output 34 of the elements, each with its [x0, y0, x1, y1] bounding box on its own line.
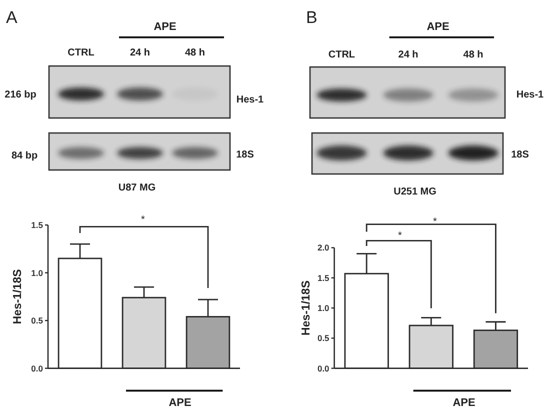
text: 48 h — [463, 50, 484, 60]
text: * — [398, 230, 402, 242]
text: APE — [452, 397, 476, 409]
chart-title: A — [6, 8, 18, 27]
text: 24 h — [398, 50, 418, 60]
y-tick-label: 1.5 — [31, 220, 44, 230]
y-tick-label: 0.0 — [317, 363, 330, 374]
text: 216 bp — [4, 90, 36, 100]
text: 84 bp — [11, 150, 38, 162]
text: 18S — [236, 150, 254, 160]
y-axis-title: Hes-1/18S — [12, 268, 24, 324]
text: APE — [168, 397, 192, 409]
text: CTRL — [328, 50, 356, 60]
annotation: * — [141, 214, 146, 226]
text: APE — [426, 21, 450, 33]
y-tick-label: 0.5 — [31, 316, 44, 326]
y-tick-label: 1.5 — [317, 272, 330, 283]
text: U251 MG — [394, 186, 437, 198]
text: 48 h — [184, 48, 206, 58]
text: Hes-1 — [516, 90, 544, 100]
y-axis-title: Hes-1/18S — [300, 280, 313, 336]
y-tick-label: 0.5 — [317, 333, 330, 344]
text: * — [433, 216, 438, 228]
text: Hes-1 — [236, 94, 264, 106]
text: U87 MG — [118, 182, 156, 194]
text: APE — [154, 21, 176, 33]
y-tick-label: 1.0 — [317, 303, 330, 313]
text: CTRL — [68, 48, 94, 58]
text: 24 h — [130, 48, 150, 58]
y-tick-label: 0.0 — [31, 363, 44, 374]
chart-title: B — [306, 8, 318, 27]
y-tick-label: 2.0 — [317, 242, 330, 253]
text: 18S — [511, 150, 530, 160]
y-tick-label: 1.0 — [31, 268, 44, 278]
